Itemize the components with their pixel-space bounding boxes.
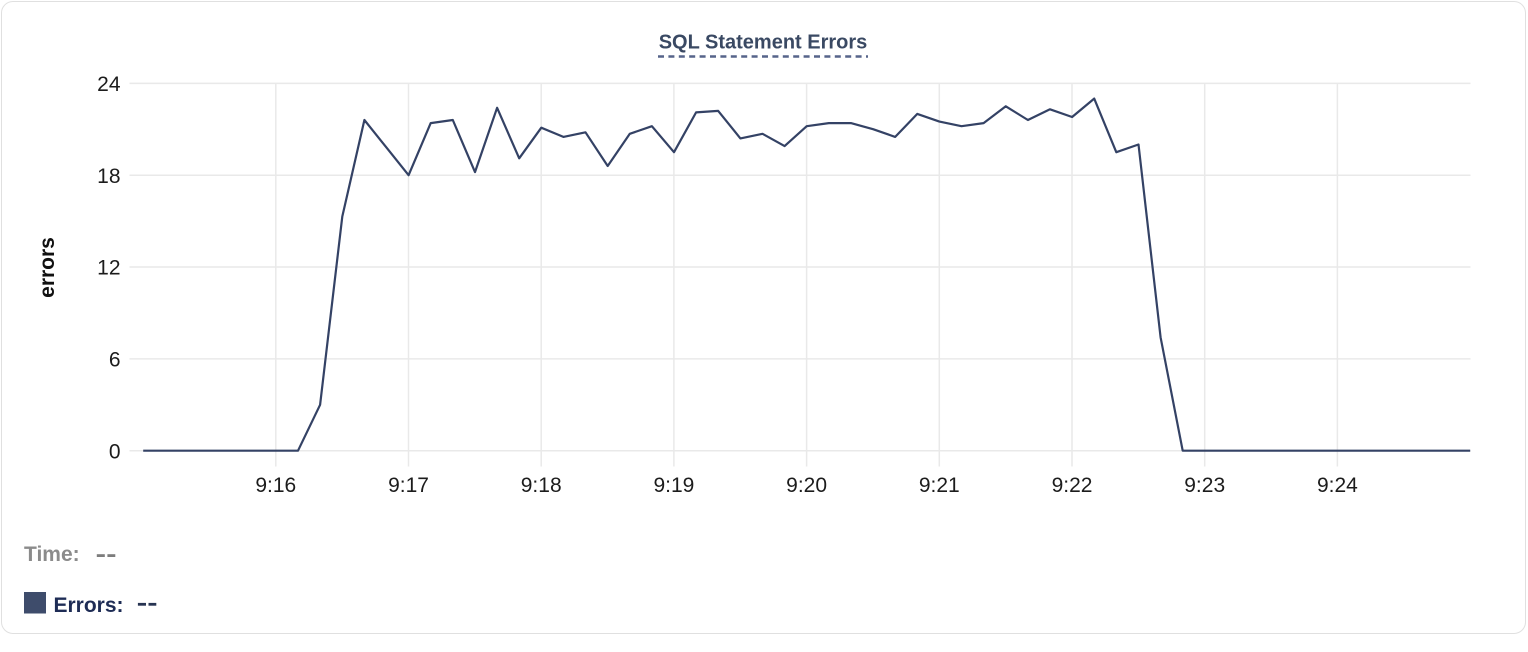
svg-text:24: 24 — [97, 73, 121, 96]
svg-text:12: 12 — [97, 257, 120, 280]
svg-text:9:19: 9:19 — [653, 474, 694, 497]
svg-text:0: 0 — [109, 440, 121, 463]
svg-text:18: 18 — [97, 165, 120, 188]
svg-text:9:18: 9:18 — [521, 474, 562, 497]
svg-text:9:20: 9:20 — [786, 474, 827, 497]
svg-text:Errors:: Errors: — [54, 594, 124, 617]
svg-text:Time:: Time: — [24, 543, 80, 566]
svg-text:SQL Statement Errors: SQL Statement Errors — [659, 31, 868, 53]
svg-text:9:23: 9:23 — [1184, 474, 1225, 497]
svg-text:errors: errors — [36, 237, 59, 298]
svg-text:6: 6 — [109, 349, 121, 372]
svg-text:9:24: 9:24 — [1317, 474, 1358, 497]
svg-text:9:22: 9:22 — [1052, 474, 1093, 497]
svg-text:9:16: 9:16 — [255, 474, 296, 497]
svg-text:9:17: 9:17 — [388, 474, 429, 497]
svg-text:9:21: 9:21 — [919, 474, 960, 497]
